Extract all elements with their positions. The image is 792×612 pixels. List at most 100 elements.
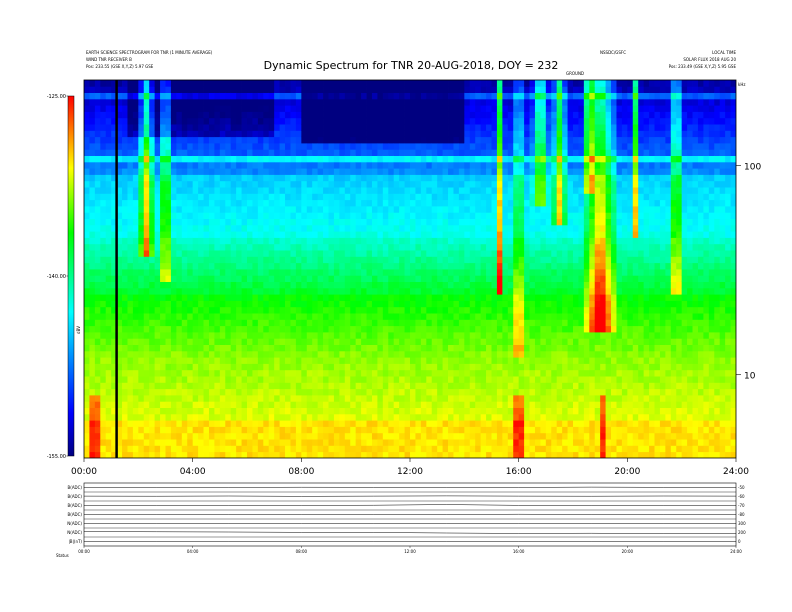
heatmap-cell-2887 — [344, 407, 351, 415]
heatmap-cell-957 — [165, 92, 172, 100]
heatmap-cell-2782 — [333, 313, 340, 320]
heatmap-cell-4408 — [480, 275, 487, 282]
heatmap-cell-91 — [89, 256, 96, 264]
heatmap-cell-4077 — [448, 92, 454, 100]
heatmap-cell-3019 — [355, 332, 362, 339]
heatmap-cell-4739 — [507, 80, 514, 87]
heatmap-cell-4321 — [475, 445, 482, 453]
heatmap-cell-3530 — [399, 136, 405, 144]
heatmap-cell-4893 — [524, 243, 530, 251]
heatmap-cell-4601 — [496, 193, 503, 201]
heatmap-cell-2959 — [350, 332, 357, 339]
heatmap-cell-49 — [84, 143, 90, 150]
heatmap-cell-3247 — [377, 407, 384, 415]
heatmap-cell-3817 — [426, 218, 433, 226]
heatmap-cell-2291 — [290, 382, 297, 390]
heatmap-cell-383 — [116, 306, 123, 314]
heatmap-cell-2290 — [290, 388, 297, 396]
heatmap-cell-557 — [132, 344, 139, 352]
heatmap-cell-1962 — [257, 187, 264, 194]
heatmap-cell-1409 — [208, 269, 215, 276]
heatmap-cell-4280 — [469, 325, 476, 333]
heatmap-cell-1785 — [241, 168, 248, 175]
heatmap-cell-2619 — [317, 206, 324, 213]
heatmap-cell-2860 — [339, 199, 346, 207]
heatmap-cell-4691 — [507, 382, 514, 390]
heatmap-cell-1346 — [203, 287, 210, 295]
heatmap-cell-1252 — [192, 124, 199, 131]
heatmap-cell-4675 — [502, 105, 509, 112]
heatmap-cell-1381 — [208, 445, 215, 453]
heatmap-cell-4970 — [529, 136, 536, 144]
heatmap-cell-3195 — [371, 357, 378, 364]
heatmap-cell-698 — [143, 212, 150, 219]
heatmap-cell-859 — [160, 332, 166, 339]
heatmap-cell-351 — [111, 130, 117, 138]
heatmap-cell-1995 — [263, 357, 270, 364]
heatmap-cell-3076 — [361, 350, 367, 358]
heatmap-cell-1221 — [192, 319, 199, 327]
heatmap-cell-753 — [149, 243, 156, 251]
heatmap-cell-2447 — [301, 155, 308, 163]
heatmap-cell-2797 — [333, 218, 340, 226]
heatmap-cell-1421 — [208, 193, 215, 201]
heatmap-cell-1270 — [198, 388, 204, 396]
heatmap-cell-686 — [143, 287, 150, 295]
heatmap-cell-1398 — [208, 338, 215, 345]
heatmap-cell-245 — [105, 420, 112, 427]
heatmap-cell-1879 — [252, 332, 259, 339]
heatmap-cell-2704 — [328, 426, 335, 434]
heatmap-cell-3852 — [431, 376, 438, 383]
heatmap-cell-1830 — [247, 262, 253, 270]
heatmap-cell-1332 — [203, 376, 210, 383]
heatmap-cell-2702 — [328, 439, 335, 446]
heatmap-cell-1958 — [257, 212, 264, 219]
heatmap-cell-4285 — [469, 294, 476, 301]
heatmap-cell-821 — [154, 193, 161, 201]
heatmap-cell-2505 — [306, 168, 313, 175]
heatmap-cell-2477 — [306, 344, 313, 352]
heatmap-cell-2344 — [295, 426, 302, 434]
heatmap-cell-2801 — [333, 193, 340, 201]
heatmap-cell-2809 — [333, 143, 340, 150]
heatmap-cell-703 — [143, 180, 150, 188]
heatmap-cell-507 — [127, 281, 134, 289]
heatmap-cell-3493 — [399, 369, 405, 377]
heatmap-cell-3471 — [393, 130, 400, 138]
heatmap-cell-1340 — [203, 325, 210, 333]
heatmap-cell-3546 — [404, 413, 411, 421]
heatmap-cell-2950 — [350, 388, 357, 396]
heatmap-cell-4960 — [529, 199, 536, 207]
heatmap-cell-3316 — [382, 350, 389, 358]
heatmap-cell-1755 — [241, 357, 248, 364]
heatmap-cell-482 — [127, 439, 134, 446]
heatmap-cell-4913 — [524, 117, 530, 125]
heatmap-cell-55 — [84, 105, 90, 112]
heatmap-cell-2600 — [317, 325, 324, 333]
heatmap-cell-4954 — [529, 237, 536, 245]
heatmap-cell-4959 — [529, 206, 536, 213]
heatmap-cell-3289 — [377, 143, 384, 150]
heatmap-cell-2779 — [333, 332, 340, 339]
heatmap-cell-2299 — [290, 332, 297, 339]
heatmap-cell-1915 — [252, 105, 259, 112]
heatmap-cell-521 — [127, 193, 134, 201]
heatmap-cell-2085 — [268, 168, 275, 175]
heatmap-cell-3987 — [442, 281, 449, 289]
heatmap-cell-3048 — [355, 149, 362, 156]
heatmap-cell-4776 — [513, 224, 520, 232]
heatmap-cell-546 — [132, 413, 139, 421]
heatmap-cell-282 — [105, 187, 112, 194]
heatmap-cell-2167 — [279, 407, 286, 415]
heatmap-cell-4378 — [475, 86, 482, 93]
heatmap-cell-3382 — [388, 313, 395, 320]
heatmap-cell-1882 — [252, 313, 259, 320]
heatmap-cell-2014 — [263, 237, 270, 245]
heatmap-cell-733 — [149, 369, 156, 377]
heatmap-cell-2810 — [333, 136, 340, 144]
heatmap-cell-4769 — [513, 269, 520, 276]
heatmap-cell-3351 — [382, 130, 389, 138]
heatmap-cell-4678 — [502, 86, 509, 93]
heatmap-cell-2338 — [290, 86, 297, 93]
heatmap-cell-1238 — [192, 212, 199, 219]
